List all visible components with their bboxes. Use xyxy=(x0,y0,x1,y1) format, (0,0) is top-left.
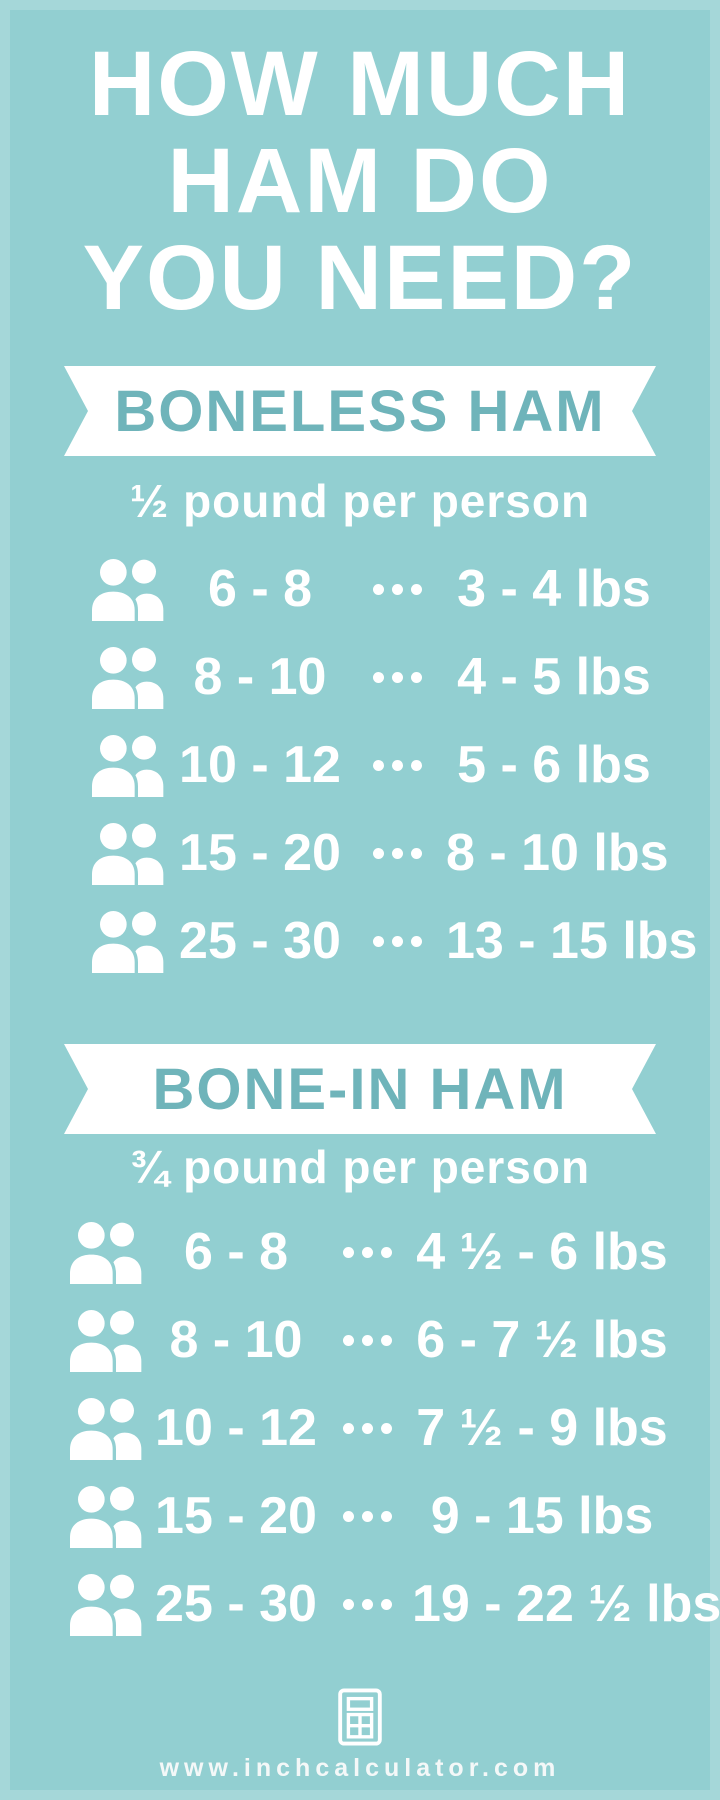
ellipsis-dots-icon xyxy=(348,847,446,859)
ellipsis-dots-icon xyxy=(322,1598,412,1610)
table-row: 6 - 8 3 - 4 lbs xyxy=(0,545,720,633)
table-row: 8 - 10 4 - 5 lbs xyxy=(0,633,720,721)
people-count-range: 6 - 8 xyxy=(183,1223,289,1281)
ellipsis-dots-icon xyxy=(322,1334,412,1346)
title-line: HOW MUCH xyxy=(88,33,632,135)
ham-weight-range: 4 ½ - 6 lbs xyxy=(416,1223,668,1281)
ham-weight-range: 5 - 6 lbs xyxy=(457,736,651,794)
table-row: 6 - 8 4 ½ - 6 lbs xyxy=(0,1208,720,1296)
people-icon xyxy=(90,909,170,973)
title-line: HAM DO xyxy=(167,130,553,232)
serving-table: 6 - 8 4 ½ - 6 lbs 8 - 10 6 - 7 ½ lbs xyxy=(0,1208,720,1648)
people-icon xyxy=(68,1308,148,1372)
people-icon xyxy=(90,821,170,885)
people-icon xyxy=(68,1220,148,1284)
table-row: 25 - 30 19 - 22 ½ lbs xyxy=(0,1560,720,1648)
title-line: YOU NEED? xyxy=(82,227,638,329)
table-row: 25 - 30 13 - 15 lbs xyxy=(0,897,720,985)
calculator-icon xyxy=(337,1688,383,1746)
section-heading: BONE-IN HAM xyxy=(152,1056,568,1122)
serving-note: ¾ pound per person xyxy=(129,1141,591,1193)
people-count-range: 8 - 10 xyxy=(169,1311,303,1369)
ham-weight-range: 19 - 22 ½ lbs xyxy=(412,1575,720,1633)
ellipsis-dots-icon xyxy=(322,1422,412,1434)
ellipsis-dots-icon xyxy=(348,935,446,947)
table-row: 15 - 20 8 - 10 lbs xyxy=(0,809,720,897)
ellipsis-dots-icon xyxy=(322,1510,412,1522)
ham-weight-range: 8 - 10 lbs xyxy=(446,824,669,882)
ham-weight-range: 6 - 7 ½ lbs xyxy=(416,1311,668,1369)
ellipsis-dots-icon xyxy=(322,1246,412,1258)
ham-weight-range: 7 ½ - 9 lbs xyxy=(416,1399,668,1457)
ellipsis-dots-icon xyxy=(348,759,446,771)
ham-weight-range: 3 - 4 lbs xyxy=(457,560,651,618)
people-icon xyxy=(90,557,170,621)
serving-note: ½ pound per person xyxy=(129,475,591,527)
ribbon-banner: BONELESS HAM xyxy=(64,366,656,456)
ellipsis-dots-icon xyxy=(348,583,446,595)
people-icon xyxy=(68,1572,148,1636)
people-count-range: 10 - 12 xyxy=(155,1399,317,1457)
people-icon xyxy=(90,733,170,797)
people-count-range: 15 - 20 xyxy=(155,1487,317,1545)
people-count-range: 15 - 20 xyxy=(179,824,341,882)
people-icon xyxy=(68,1396,148,1460)
table-row: 8 - 10 6 - 7 ½ lbs xyxy=(0,1296,720,1384)
ham-weight-range: 4 - 5 lbs xyxy=(457,648,651,706)
table-row: 10 - 12 7 ½ - 9 lbs xyxy=(0,1384,720,1472)
people-count-range: 25 - 30 xyxy=(179,912,341,970)
ham-weight-range: 13 - 15 lbs xyxy=(446,912,698,970)
section-heading: BONELESS HAM xyxy=(114,378,606,444)
table-row: 10 - 12 5 - 6 lbs xyxy=(0,721,720,809)
ham-weight-range: 9 - 15 lbs xyxy=(430,1487,654,1545)
people-icon xyxy=(68,1484,148,1548)
website-url: www.inchcalculator.com xyxy=(159,1754,561,1782)
people-count-range: 10 - 12 xyxy=(179,736,341,794)
people-count-range: 6 - 8 xyxy=(207,560,313,618)
page-title: HOW MUCH HAM DO YOU NEED? xyxy=(0,36,720,327)
people-count-range: 8 - 10 xyxy=(193,648,327,706)
people-count-range: 25 - 30 xyxy=(155,1575,317,1633)
ribbon-banner: BONE-IN HAM xyxy=(64,1044,656,1134)
table-row: 15 - 20 9 - 15 lbs xyxy=(0,1472,720,1560)
people-icon xyxy=(90,645,170,709)
ellipsis-dots-icon xyxy=(348,671,446,683)
serving-table: 6 - 8 3 - 4 lbs 8 - 10 4 - 5 lbs xyxy=(0,545,720,985)
